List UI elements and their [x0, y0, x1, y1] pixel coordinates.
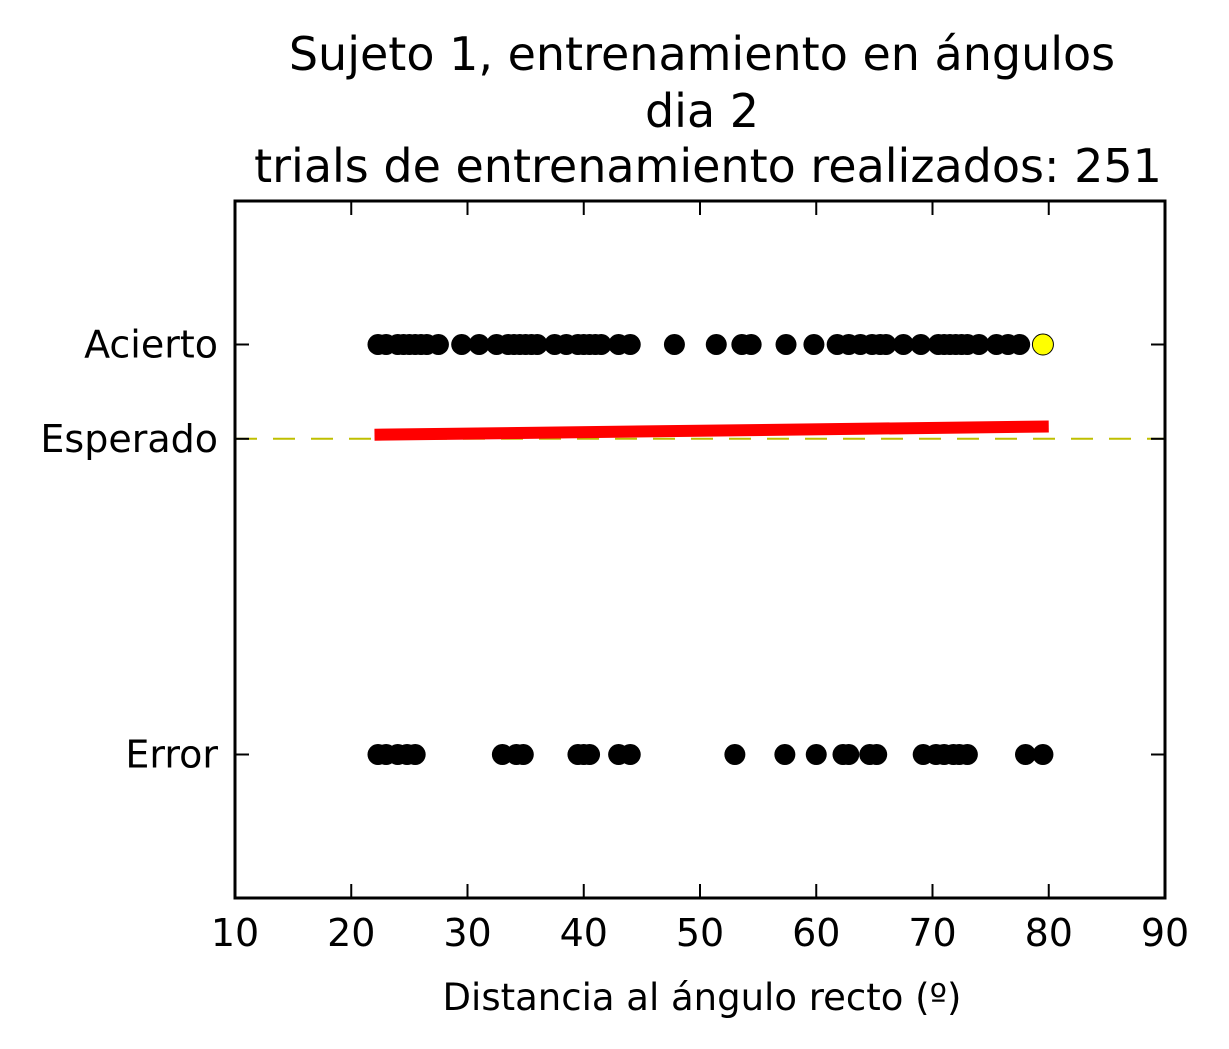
x-axis-label: Distancia al ángulo recto (º): [443, 976, 962, 1019]
axes: 10 20 30 40 50 60 70 80 90 Error Esperado Acierto: [40, 199, 1189, 955]
error-point: [1032, 744, 1054, 765]
error-point: [404, 744, 426, 765]
error-point: [619, 744, 641, 765]
y-tick-label: Acierto: [84, 323, 218, 367]
error-point: [805, 744, 827, 765]
x-tick-label: 20: [327, 911, 375, 955]
chart-title: Sujeto 1, entrenamiento en ángulos dia 2…: [254, 27, 1162, 193]
x-tick-label: 40: [560, 911, 608, 955]
error-point: [724, 744, 746, 765]
acierto-point: [590, 334, 612, 355]
highlight-point: [1031, 333, 1054, 356]
x-tick-label: 10: [211, 911, 259, 955]
acierto-point: [910, 334, 932, 355]
chart-title-line-3: trials de entrenamiento realizados: 251: [254, 139, 1162, 193]
error-point: [774, 744, 796, 765]
x-tick-label: 50: [676, 911, 724, 955]
x-tick-label: 70: [908, 911, 956, 955]
y-tick-label: Error: [125, 733, 218, 777]
acierto-point: [1009, 334, 1031, 355]
error-point: [956, 744, 978, 765]
acierto-point: [968, 334, 990, 355]
acierto-point: [468, 334, 490, 355]
fit-line: [374, 420, 1049, 441]
acierto-point: [875, 334, 897, 355]
chart-title-line-2: dia 2: [645, 84, 759, 138]
x-tick-label: 60: [792, 911, 840, 955]
error-point: [1015, 744, 1036, 765]
plot-area: [235, 333, 1165, 765]
error-point: [579, 744, 601, 765]
acierto-point: [775, 334, 797, 355]
acierto-point: [619, 334, 641, 355]
plot-frame: [233, 199, 1167, 900]
error-point: [866, 744, 888, 765]
acierto-point: [740, 334, 762, 355]
error-point: [512, 744, 534, 765]
acierto-point: [427, 334, 449, 355]
x-tick-label: 80: [1025, 911, 1073, 955]
acierto-point: [803, 334, 825, 355]
acierto-point: [526, 334, 548, 355]
chart-title-line-1: Sujeto 1, entrenamiento en ángulos: [289, 27, 1115, 81]
x-tick-label: 30: [443, 911, 491, 955]
acierto-point: [705, 334, 727, 355]
acierto-point: [892, 334, 914, 355]
y-tick-label: Esperado: [40, 417, 218, 461]
acierto-point: [451, 334, 473, 355]
x-tick-label: 90: [1141, 911, 1189, 955]
acierto-point: [663, 334, 685, 355]
error-point: [838, 744, 860, 765]
